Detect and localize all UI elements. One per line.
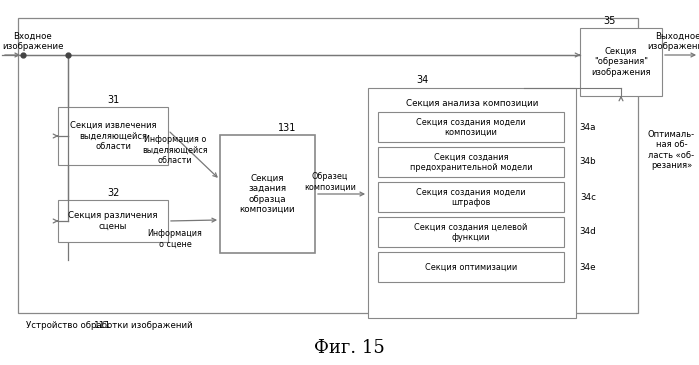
Bar [378,182,564,212]
Text: Секция оптимизации: Секция оптимизации [425,262,517,272]
Bar [368,88,576,318]
Text: Секция анализа композиции: Секция анализа композиции [406,99,538,108]
Text: Секция различения
сцены: Секция различения сцены [69,211,158,231]
Bar [18,18,638,313]
Bar [58,200,168,242]
Text: Секция создания
предохранительной модели: Секция создания предохранительной модели [410,152,533,172]
Text: 131: 131 [278,123,296,133]
Text: 34b: 34b [579,158,596,166]
Bar [58,107,168,165]
Bar [378,112,564,142]
Text: 34a: 34a [579,123,596,131]
Text: 111: 111 [94,321,112,330]
Text: Выходное
изображение: Выходное изображение [647,32,699,51]
Text: Секция извлечения
выделяющейся
области: Секция извлечения выделяющейся области [70,121,157,151]
Bar [220,135,315,253]
Text: Секция создания модели
композиции: Секция создания модели композиции [416,117,526,137]
Bar [580,28,662,96]
Text: Секция
задания
образца
композиции: Секция задания образца композиции [240,174,295,214]
Text: 34d: 34d [579,227,596,237]
Text: 35: 35 [603,16,615,26]
Text: 34: 34 [416,75,428,85]
Text: Образец
композиции: Образец композиции [304,172,356,192]
Text: 34e: 34e [579,262,596,272]
Text: Входное
изображение: Входное изображение [2,32,64,51]
Bar [378,147,564,177]
Bar [378,217,564,247]
Text: Секция
"обрезания"
изображения: Секция "обрезания" изображения [591,47,651,77]
Text: Секция создания модели
штрафов: Секция создания модели штрафов [416,187,526,207]
Text: Информация о
выделяющейся
области: Информация о выделяющейся области [142,135,208,165]
Text: 32: 32 [107,188,120,198]
Text: Секция создания целевой
функции: Секция создания целевой функции [415,222,528,242]
Bar [378,252,564,282]
Text: 31: 31 [107,95,119,105]
Text: Фиг. 15: Фиг. 15 [314,339,385,357]
Text: 34c: 34c [580,192,596,201]
Text: Оптималь-
ная об-
ласть «об-
резания»: Оптималь- ная об- ласть «об- резания» [648,130,695,170]
Text: Устройство обработки изображений: Устройство обработки изображений [26,321,193,330]
Text: Информация
о сцене: Информация о сцене [147,229,203,249]
